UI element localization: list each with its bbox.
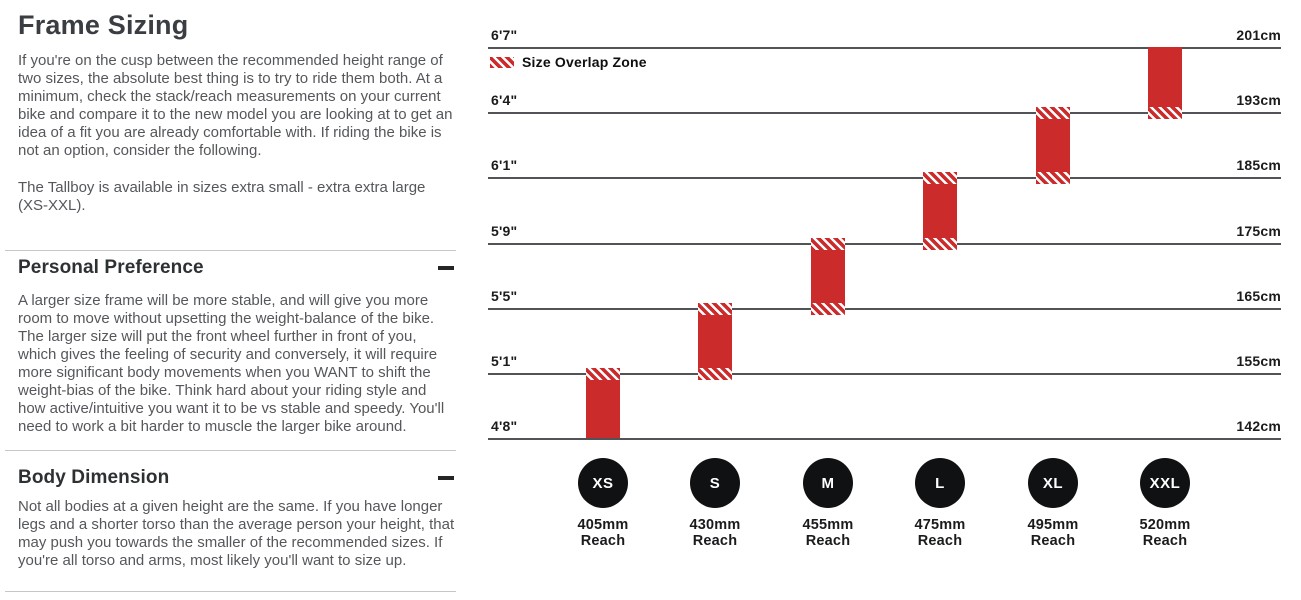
intro-paragraph-2: The Tallboy is available in sizes extra … <box>18 179 426 214</box>
reach-value: 520mm <box>1139 517 1191 533</box>
reach-label-xs: 405mm Reach <box>543 517 663 549</box>
section-title-personal-preference: Personal Preference <box>18 257 204 278</box>
reach-caption: Reach <box>580 533 626 549</box>
height-label-ft: 6'4" <box>491 92 518 108</box>
height-label-ft: 5'5" <box>491 288 518 304</box>
height-label-cm: 165cm <box>1236 288 1281 304</box>
height-label-cm: 201cm <box>1236 27 1281 43</box>
overlap-zone-hatch-bottom <box>698 368 732 380</box>
legend: Size Overlap Zone <box>490 54 647 70</box>
size-circle-m: M <box>803 458 853 508</box>
size-range-bar-xxl <box>1148 47 1182 119</box>
overlap-zone-hatch-top <box>923 172 957 184</box>
reach-value: 430mm <box>689 517 741 533</box>
size-range-bar-xl <box>1036 107 1070 184</box>
size-circle-s: S <box>690 458 740 508</box>
height-label-ft: 6'7" <box>491 27 518 43</box>
overlap-zone-hatch-bottom <box>923 238 957 250</box>
size-range-bar-s <box>698 303 732 380</box>
reach-label-xxl: 520mm Reach <box>1105 517 1225 549</box>
reach-label-xl: 495mm Reach <box>993 517 1113 549</box>
legend-label: Size Overlap Zone <box>522 54 647 70</box>
height-gridline <box>488 47 1281 49</box>
reach-caption: Reach <box>692 533 738 549</box>
size-circle-l: L <box>915 458 965 508</box>
reach-value: 495mm <box>1027 517 1079 533</box>
page-title: Frame Sizing <box>18 10 189 40</box>
height-label-ft: 4'8" <box>491 418 518 434</box>
reach-label-s: 430mm Reach <box>655 517 775 549</box>
minus-icon[interactable] <box>438 266 454 270</box>
overlap-zone-hatch-bottom <box>811 303 845 315</box>
size-circle-xxl: XXL <box>1140 458 1190 508</box>
reach-caption: Reach <box>1030 533 1076 549</box>
height-label-cm: 185cm <box>1236 157 1281 173</box>
overlap-zone-hatch-bottom <box>1148 107 1182 119</box>
overlap-zone-hatch-top <box>586 368 620 380</box>
section-divider <box>5 591 456 592</box>
body-dimension-body: Not all bodies at a given height are the… <box>18 498 455 569</box>
size-range-bar-l <box>923 172 957 250</box>
height-label-cm: 142cm <box>1236 418 1281 434</box>
height-gridline <box>488 243 1281 245</box>
size-range-bar-xs <box>586 368 620 438</box>
minus-icon[interactable] <box>438 476 454 480</box>
personal-preference-body: A larger size frame will be more stable,… <box>18 292 445 435</box>
overlap-zone-hatch-bottom <box>1036 172 1070 184</box>
section-divider <box>5 250 456 251</box>
reach-caption: Reach <box>917 533 963 549</box>
height-label-cm: 193cm <box>1236 92 1281 108</box>
height-label-cm: 175cm <box>1236 223 1281 239</box>
size-circle-xl: XL <box>1028 458 1078 508</box>
overlap-zone-hatch-top <box>698 303 732 315</box>
intro-paragraph-1: If you're on the cusp between the recomm… <box>18 52 453 159</box>
reach-caption: Reach <box>805 533 851 549</box>
reach-value: 405mm <box>577 517 629 533</box>
reach-label-m: 455mm Reach <box>768 517 888 549</box>
height-label-cm: 155cm <box>1236 353 1281 369</box>
height-gridline <box>488 112 1281 114</box>
height-label-ft: 5'9" <box>491 223 518 239</box>
overlap-zone-hatch-top <box>811 238 845 250</box>
hatch-swatch-icon <box>490 56 514 68</box>
height-gridline <box>488 177 1281 179</box>
section-title-body-dimension: Body Dimension <box>18 467 170 488</box>
reach-label-l: 475mm Reach <box>880 517 1000 549</box>
height-gridline <box>488 308 1281 310</box>
size-range-bar-m <box>811 238 845 315</box>
height-label-ft: 5'1" <box>491 353 518 369</box>
reach-value: 475mm <box>914 517 966 533</box>
section-header-body-dimension[interactable]: Body Dimension <box>18 465 454 491</box>
height-gridline <box>488 373 1281 375</box>
height-label-ft: 6'1" <box>491 157 518 173</box>
reach-caption: Reach <box>1142 533 1188 549</box>
size-circle-xs: XS <box>578 458 628 508</box>
reach-value: 455mm <box>802 517 854 533</box>
section-divider <box>5 450 456 451</box>
section-header-personal-preference[interactable]: Personal Preference <box>18 255 454 281</box>
height-gridline <box>488 438 1281 440</box>
overlap-zone-hatch-top <box>1036 107 1070 119</box>
